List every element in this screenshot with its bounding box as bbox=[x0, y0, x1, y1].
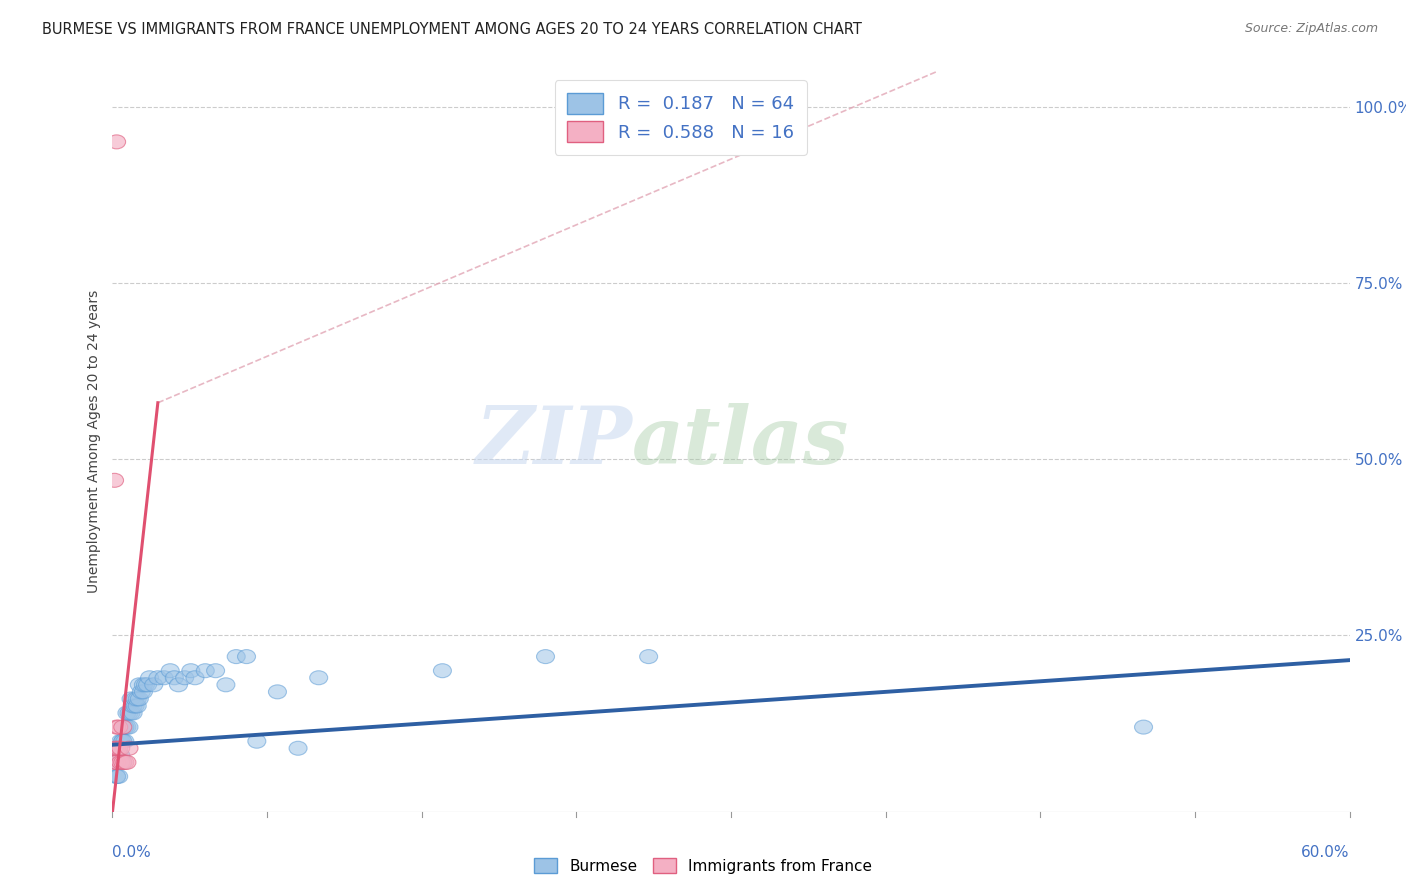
Ellipse shape bbox=[176, 671, 194, 685]
Ellipse shape bbox=[111, 756, 129, 770]
Ellipse shape bbox=[110, 741, 128, 756]
Ellipse shape bbox=[124, 706, 142, 720]
Ellipse shape bbox=[155, 671, 173, 685]
Ellipse shape bbox=[108, 741, 125, 756]
Ellipse shape bbox=[162, 664, 179, 678]
Legend: Burmese, Immigrants from France: Burmese, Immigrants from France bbox=[529, 852, 877, 880]
Ellipse shape bbox=[114, 756, 132, 770]
Ellipse shape bbox=[108, 756, 125, 770]
Ellipse shape bbox=[207, 664, 225, 678]
Ellipse shape bbox=[141, 671, 159, 685]
Ellipse shape bbox=[120, 720, 138, 734]
Ellipse shape bbox=[166, 671, 183, 685]
Ellipse shape bbox=[309, 671, 328, 685]
Ellipse shape bbox=[110, 756, 128, 770]
Ellipse shape bbox=[115, 756, 134, 770]
Ellipse shape bbox=[1135, 720, 1153, 734]
Ellipse shape bbox=[128, 699, 146, 713]
Text: 0.0%: 0.0% bbox=[112, 845, 152, 860]
Ellipse shape bbox=[433, 664, 451, 678]
Ellipse shape bbox=[124, 699, 142, 713]
Ellipse shape bbox=[118, 720, 136, 734]
Legend: R =  0.187   N = 64, R =  0.588   N = 16: R = 0.187 N = 64, R = 0.588 N = 16 bbox=[554, 80, 807, 154]
Ellipse shape bbox=[114, 734, 132, 748]
Ellipse shape bbox=[111, 748, 129, 763]
Ellipse shape bbox=[127, 692, 145, 706]
Ellipse shape bbox=[186, 671, 204, 685]
Ellipse shape bbox=[108, 770, 125, 783]
Ellipse shape bbox=[105, 741, 124, 756]
Ellipse shape bbox=[170, 678, 187, 692]
Ellipse shape bbox=[105, 756, 124, 770]
Ellipse shape bbox=[110, 720, 128, 734]
Ellipse shape bbox=[217, 678, 235, 692]
Ellipse shape bbox=[128, 692, 146, 706]
Ellipse shape bbox=[114, 720, 132, 734]
Ellipse shape bbox=[108, 756, 125, 770]
Ellipse shape bbox=[118, 706, 136, 720]
Ellipse shape bbox=[640, 649, 658, 664]
Ellipse shape bbox=[135, 685, 152, 698]
Ellipse shape bbox=[110, 756, 128, 770]
Ellipse shape bbox=[247, 734, 266, 748]
Ellipse shape bbox=[115, 734, 134, 748]
Text: Source: ZipAtlas.com: Source: ZipAtlas.com bbox=[1244, 22, 1378, 36]
Ellipse shape bbox=[118, 756, 136, 770]
Ellipse shape bbox=[238, 649, 256, 664]
Ellipse shape bbox=[135, 678, 152, 692]
Ellipse shape bbox=[181, 664, 200, 678]
Ellipse shape bbox=[145, 678, 163, 692]
Ellipse shape bbox=[122, 706, 141, 720]
Ellipse shape bbox=[110, 748, 128, 763]
Ellipse shape bbox=[110, 756, 128, 770]
Ellipse shape bbox=[115, 720, 134, 734]
Ellipse shape bbox=[114, 756, 132, 770]
Ellipse shape bbox=[132, 685, 150, 698]
Ellipse shape bbox=[115, 720, 134, 734]
Ellipse shape bbox=[537, 649, 554, 664]
Ellipse shape bbox=[108, 135, 125, 149]
Text: 60.0%: 60.0% bbox=[1302, 845, 1350, 860]
Ellipse shape bbox=[120, 706, 138, 720]
Text: ZIP: ZIP bbox=[475, 403, 633, 480]
Ellipse shape bbox=[105, 474, 124, 487]
Ellipse shape bbox=[110, 748, 128, 763]
Ellipse shape bbox=[110, 770, 128, 783]
Ellipse shape bbox=[136, 678, 155, 692]
Ellipse shape bbox=[114, 734, 132, 748]
Ellipse shape bbox=[149, 671, 167, 685]
Ellipse shape bbox=[111, 734, 129, 748]
Ellipse shape bbox=[111, 748, 129, 763]
Ellipse shape bbox=[131, 678, 148, 692]
Ellipse shape bbox=[111, 756, 129, 770]
Text: BURMESE VS IMMIGRANTS FROM FRANCE UNEMPLOYMENT AMONG AGES 20 TO 24 YEARS CORRELA: BURMESE VS IMMIGRANTS FROM FRANCE UNEMPL… bbox=[42, 22, 862, 37]
Y-axis label: Unemployment Among Ages 20 to 24 years: Unemployment Among Ages 20 to 24 years bbox=[87, 290, 101, 593]
Ellipse shape bbox=[131, 692, 148, 706]
Ellipse shape bbox=[108, 770, 125, 783]
Ellipse shape bbox=[114, 756, 132, 770]
Ellipse shape bbox=[111, 756, 129, 770]
Ellipse shape bbox=[269, 685, 287, 698]
Ellipse shape bbox=[111, 741, 129, 756]
Ellipse shape bbox=[120, 741, 138, 756]
Ellipse shape bbox=[139, 678, 156, 692]
Ellipse shape bbox=[108, 720, 125, 734]
Ellipse shape bbox=[127, 699, 145, 713]
Ellipse shape bbox=[290, 741, 307, 756]
Ellipse shape bbox=[110, 748, 128, 763]
Ellipse shape bbox=[122, 692, 141, 706]
Ellipse shape bbox=[197, 664, 214, 678]
Ellipse shape bbox=[228, 649, 245, 664]
Text: atlas: atlas bbox=[633, 403, 849, 480]
